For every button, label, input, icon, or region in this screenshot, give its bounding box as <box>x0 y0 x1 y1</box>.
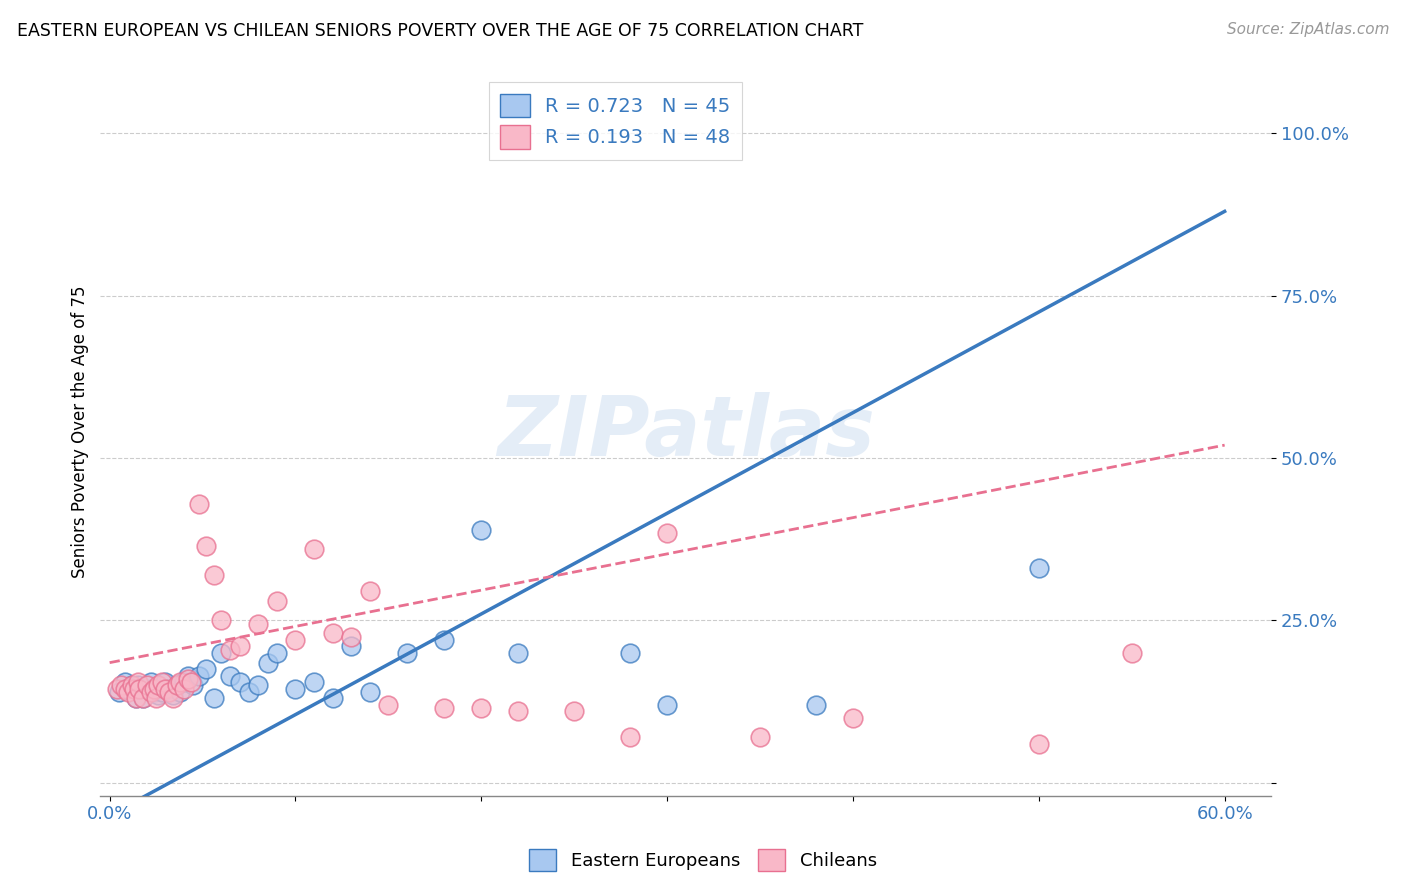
Point <box>128 681 150 696</box>
Point <box>150 685 173 699</box>
Point <box>433 701 456 715</box>
Point <box>1121 646 1143 660</box>
Point <box>322 626 344 640</box>
Point <box>150 675 173 690</box>
Point <box>340 640 363 654</box>
Point <box>247 678 270 692</box>
Point <box>173 681 195 696</box>
Point <box>804 698 827 712</box>
Point <box>114 675 136 690</box>
Point <box>143 681 166 696</box>
Point <box>132 691 155 706</box>
Point <box>322 691 344 706</box>
Point <box>655 698 678 712</box>
Point <box>180 675 202 690</box>
Point <box>302 675 325 690</box>
Point <box>619 646 641 660</box>
Text: EASTERN EUROPEAN VS CHILEAN SENIORS POVERTY OVER THE AGE OF 75 CORRELATION CHART: EASTERN EUROPEAN VS CHILEAN SENIORS POVE… <box>17 22 863 40</box>
Point <box>117 681 139 696</box>
Text: Source: ZipAtlas.com: Source: ZipAtlas.com <box>1226 22 1389 37</box>
Point <box>145 691 167 706</box>
Point <box>157 681 180 696</box>
Point <box>202 691 225 706</box>
Point <box>1028 737 1050 751</box>
Point <box>139 675 162 690</box>
Point <box>229 640 252 654</box>
Point <box>124 691 146 706</box>
Point <box>619 731 641 745</box>
Point <box>247 616 270 631</box>
Point <box>162 691 184 706</box>
Point <box>359 584 381 599</box>
Point <box>266 646 288 660</box>
Point <box>256 656 278 670</box>
Point <box>842 711 865 725</box>
Point <box>266 594 288 608</box>
Point <box>508 646 530 660</box>
Point <box>209 646 232 660</box>
Point <box>359 685 381 699</box>
Point <box>169 685 191 699</box>
Legend: Eastern Europeans, Chileans: Eastern Europeans, Chileans <box>522 842 884 879</box>
Text: ZIPatlas: ZIPatlas <box>496 392 875 473</box>
Legend: R = 0.723   N = 45, R = 0.193   N = 48: R = 0.723 N = 45, R = 0.193 N = 48 <box>489 82 742 161</box>
Point <box>124 691 146 706</box>
Point <box>114 681 136 696</box>
Point <box>284 632 307 647</box>
Point <box>117 685 139 699</box>
Point <box>166 678 188 692</box>
Point <box>135 678 157 692</box>
Point <box>139 685 162 699</box>
Point <box>209 614 232 628</box>
Point <box>127 675 149 690</box>
Point <box>470 701 492 715</box>
Point <box>377 698 399 712</box>
Point <box>155 681 177 696</box>
Point <box>433 632 456 647</box>
Point <box>508 704 530 718</box>
Point <box>181 678 204 692</box>
Point <box>135 681 157 696</box>
Point <box>146 688 169 702</box>
Point <box>229 675 252 690</box>
Point <box>155 675 177 690</box>
Point <box>219 642 242 657</box>
Point <box>655 525 678 540</box>
Point <box>143 685 166 699</box>
Point <box>187 668 209 682</box>
Point <box>219 668 242 682</box>
Point <box>562 704 585 718</box>
Point <box>749 731 772 745</box>
Point <box>122 681 145 696</box>
Point <box>127 678 149 692</box>
Point <box>157 685 180 699</box>
Point <box>395 646 418 660</box>
Point <box>132 691 155 706</box>
Point <box>470 523 492 537</box>
Point <box>173 675 195 690</box>
Point <box>176 672 198 686</box>
Point <box>340 630 363 644</box>
Point <box>284 681 307 696</box>
Point <box>108 685 131 699</box>
Point <box>146 678 169 692</box>
Point <box>302 541 325 556</box>
Point <box>195 662 218 676</box>
Y-axis label: Seniors Poverty Over the Age of 75: Seniors Poverty Over the Age of 75 <box>72 286 89 578</box>
Point <box>187 497 209 511</box>
Point <box>176 668 198 682</box>
Point <box>195 539 218 553</box>
Point <box>169 675 191 690</box>
Point <box>121 678 143 692</box>
Point <box>238 685 260 699</box>
Point <box>202 568 225 582</box>
Point <box>128 681 150 696</box>
Point <box>110 678 132 692</box>
Point <box>162 688 184 702</box>
Point <box>1028 561 1050 575</box>
Point <box>166 678 188 692</box>
Point <box>105 681 128 696</box>
Point <box>121 678 143 692</box>
